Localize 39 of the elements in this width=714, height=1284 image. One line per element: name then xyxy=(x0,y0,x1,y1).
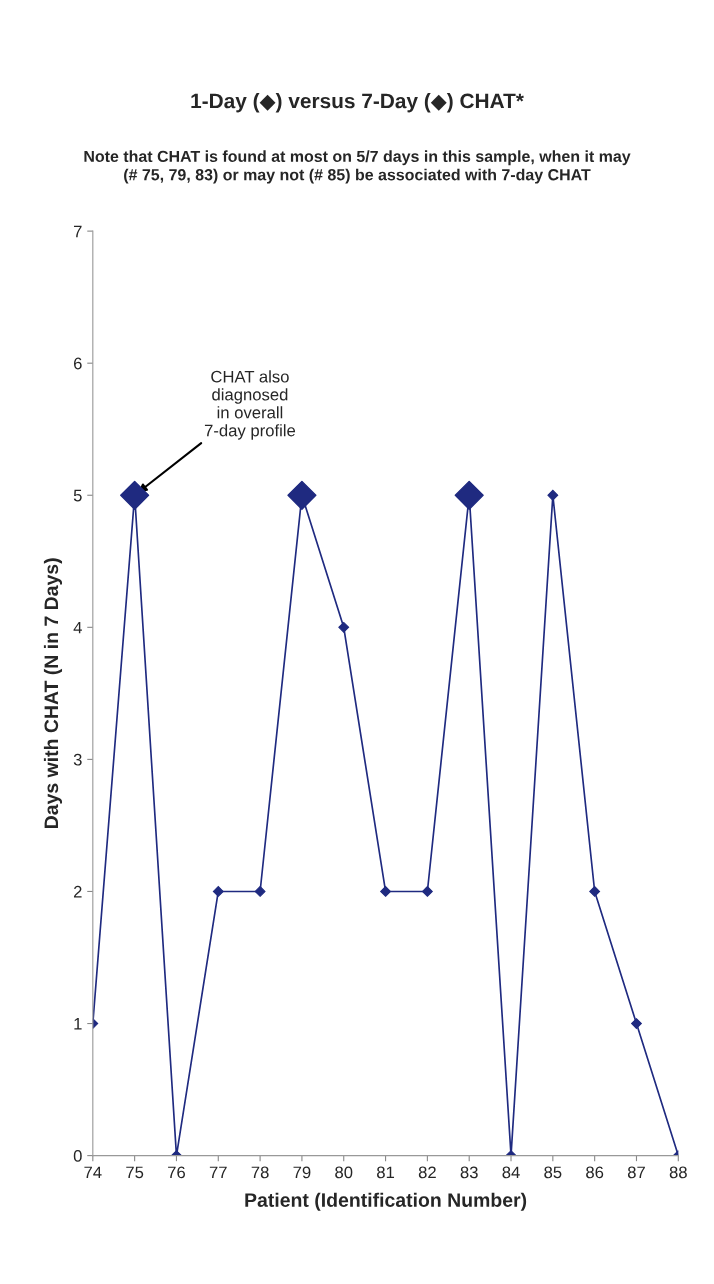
x-axis-title: Patient (Identification Number) xyxy=(245,1192,527,1211)
point xyxy=(421,886,433,897)
x-tick-label: 83 xyxy=(460,1166,478,1179)
x-tick-label: 76 xyxy=(168,1166,185,1179)
x-tick-label: 74 xyxy=(84,1166,102,1179)
x-tick-label: 79 xyxy=(293,1166,311,1179)
x-tick-label: 88 xyxy=(669,1166,687,1179)
point xyxy=(454,480,484,510)
y-tick-label: 0 xyxy=(73,1150,82,1162)
x-tick-label: 82 xyxy=(418,1166,436,1179)
point xyxy=(589,886,601,897)
x-tick-label: 85 xyxy=(544,1166,562,1179)
chart-title: 1-Day (◆) versus 7-Day (◆) CHAT* xyxy=(191,93,524,113)
y-tick-label: 1 xyxy=(74,1018,82,1030)
annotation: CHAT also diagnosed in overall 7-day profile xyxy=(204,370,296,440)
y-tick-label: 2 xyxy=(73,885,82,898)
x-tick-label: 81 xyxy=(377,1166,395,1179)
x-tick-label: 78 xyxy=(251,1166,269,1179)
point xyxy=(631,1018,642,1029)
x-tick-label: 80 xyxy=(335,1166,353,1179)
point xyxy=(212,886,224,897)
point xyxy=(287,480,317,510)
y-tick-label: 6 xyxy=(73,357,82,370)
x-tick-label: 87 xyxy=(627,1166,645,1179)
point xyxy=(380,886,391,897)
y-tick-label: 3 xyxy=(73,753,82,766)
y-tick-label: 7 xyxy=(73,225,82,238)
point xyxy=(338,621,350,633)
x-tick-label: 84 xyxy=(502,1166,520,1179)
point xyxy=(254,886,266,897)
point xyxy=(547,489,559,501)
x-tick-label: 75 xyxy=(126,1166,144,1179)
y-tick-label: 5 xyxy=(73,489,82,502)
x-tick-label: 77 xyxy=(209,1166,227,1179)
y-tick-label: 4 xyxy=(73,621,82,634)
y-axis-title: Days with CHAT (N in 7 Days) xyxy=(43,558,63,829)
chart-subtitle: Note that CHAT is found at most on 5/7 days in this sample, when it may (# 75, 79, 83) or may not (# 85) be associated with 7-day CHAT xyxy=(84,150,631,184)
x-tick-label: 86 xyxy=(586,1166,604,1179)
point xyxy=(120,480,150,510)
